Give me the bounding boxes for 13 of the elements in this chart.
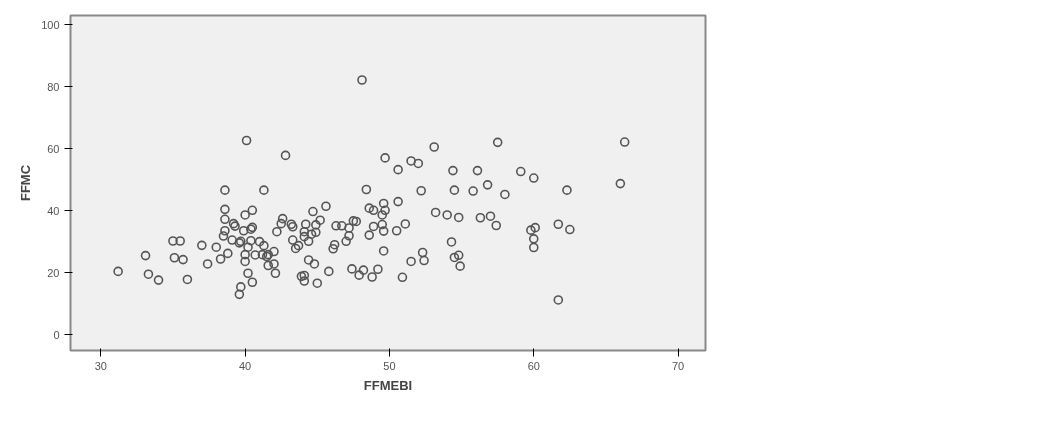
y-tick-label: 40 <box>47 204 60 217</box>
x-tick-label: 60 <box>527 359 540 372</box>
x-axis-title: FFMEBI <box>363 377 413 393</box>
x-tick-label: 50 <box>383 359 396 372</box>
x-tick-label: 30 <box>94 359 107 372</box>
y-tick-label: 20 <box>47 266 60 279</box>
y-axis-title: FFMC <box>18 164 34 202</box>
y-tick-label: 80 <box>47 80 60 93</box>
x-tick-label: 40 <box>239 359 252 372</box>
y-tick-label: 60 <box>47 142 60 155</box>
x-tick-label: 70 <box>671 359 685 372</box>
y-tick-label: 0 <box>53 328 60 341</box>
y-tick-label: 100 <box>41 18 60 31</box>
